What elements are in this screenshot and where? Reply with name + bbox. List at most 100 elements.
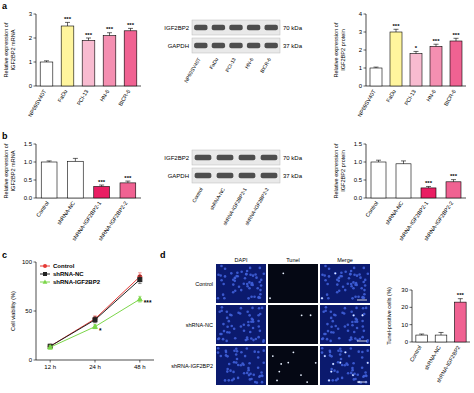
lane-label: PCI-13 <box>224 56 237 73</box>
nucleus <box>225 351 228 354</box>
micrograph <box>320 264 370 303</box>
nucleus <box>344 307 347 310</box>
nucleus <box>364 284 367 287</box>
nucleus <box>248 287 251 290</box>
y-axis <box>36 14 37 86</box>
bar-chart: 0123Relative expression ofIGF2BP2 mRNANP… <box>3 11 141 118</box>
nucleus <box>257 296 260 299</box>
micrograph <box>216 264 266 303</box>
nucleus <box>243 329 246 332</box>
nucleus <box>248 314 251 317</box>
y-tick <box>34 38 37 39</box>
y-tick <box>364 68 367 69</box>
error-bar <box>86 38 91 40</box>
x-tick-label: shRNA-IGF2BP2 <box>435 345 461 384</box>
y-tick-label: 1 <box>29 59 33 65</box>
figure: abcd0123Relative expression ofIGF2BP2 mR… <box>0 0 474 393</box>
panel-label: b <box>2 131 8 141</box>
y-tick-label: 10 <box>401 322 408 328</box>
micrographs: DAPITunelMergeControlshRNA-NCshRNA-IGF2B… <box>171 257 370 385</box>
error-bar <box>128 28 133 30</box>
nucleus <box>364 371 367 374</box>
tunel-spot <box>301 314 303 316</box>
y-tick-label: 0 <box>405 339 409 345</box>
tunel-spot <box>278 371 280 373</box>
micrograph-bg <box>216 264 266 303</box>
significance: * <box>415 45 418 51</box>
nucleus <box>220 333 223 336</box>
nucleus <box>329 351 332 354</box>
nucleus <box>337 349 340 352</box>
error-bar <box>73 158 78 161</box>
nucleus <box>331 320 334 323</box>
bar <box>410 54 422 86</box>
nucleus <box>252 327 255 330</box>
bar <box>396 164 411 198</box>
marks <box>41 158 136 198</box>
nucleus <box>217 338 220 341</box>
nucleus <box>344 270 347 273</box>
scale-bar <box>357 341 367 342</box>
bar <box>446 182 461 198</box>
nucleus <box>220 309 223 312</box>
nucleus <box>350 285 353 288</box>
nucleus <box>234 289 237 292</box>
nucleus <box>346 283 349 286</box>
nucleus <box>244 277 247 280</box>
nucleus <box>249 273 252 276</box>
nucleus <box>220 279 223 282</box>
y-tick-label: 1.5 <box>24 141 33 147</box>
nucleus <box>247 369 250 372</box>
nucleus <box>352 362 355 365</box>
blot-band <box>247 43 260 48</box>
nucleus <box>344 289 347 292</box>
nucleus <box>249 331 252 334</box>
y-tick-label: 1.0 <box>354 159 363 165</box>
lane-label: shRNA-IGF2BP2-2 <box>243 186 270 226</box>
nucleus <box>240 289 243 292</box>
nucleus <box>363 330 366 333</box>
nucleus <box>339 361 342 364</box>
nucleus <box>256 381 259 384</box>
bar <box>455 302 467 342</box>
micrograph-bg <box>216 346 266 385</box>
nucleus <box>336 371 339 374</box>
lane-label: shRNA-NC <box>208 186 226 211</box>
nucleus <box>217 351 220 354</box>
x-tick-label: shRNA-NC <box>56 200 77 226</box>
y-tick <box>364 198 367 199</box>
nucleus <box>325 306 328 309</box>
x-tick <box>139 360 140 363</box>
tunel-spot <box>282 272 284 274</box>
bar <box>124 31 137 86</box>
error-bar <box>451 180 456 182</box>
y-tick <box>34 360 37 361</box>
error-bar <box>138 296 142 302</box>
nucleus <box>252 339 255 342</box>
nucleus <box>232 283 235 286</box>
bar-chart: 0.00.51.01.5Relative expression ofIGF2BP… <box>3 141 141 242</box>
bar <box>94 186 110 198</box>
nucleus <box>337 361 340 364</box>
nucleus <box>326 293 329 296</box>
nucleus <box>361 351 364 354</box>
nucleus <box>354 320 357 323</box>
nucleus <box>235 347 238 350</box>
bar <box>435 335 447 342</box>
significance: *** <box>85 32 93 38</box>
tunel-spot <box>328 379 330 381</box>
nucleus <box>356 327 359 330</box>
nucleus <box>241 362 244 365</box>
legend: ControlshRNA-NCshRNA-IGF2BP2 <box>40 263 101 285</box>
tunel-spot <box>345 351 347 353</box>
nucleus <box>352 281 355 284</box>
nucleus <box>348 277 351 280</box>
tunel-spot <box>276 379 278 381</box>
nucleus <box>246 283 249 286</box>
nucleus <box>226 325 229 328</box>
nucleus <box>232 371 235 374</box>
nucleus <box>259 293 262 296</box>
error-bar <box>376 160 381 162</box>
nucleus <box>362 307 365 310</box>
row-label: Control <box>195 281 213 287</box>
